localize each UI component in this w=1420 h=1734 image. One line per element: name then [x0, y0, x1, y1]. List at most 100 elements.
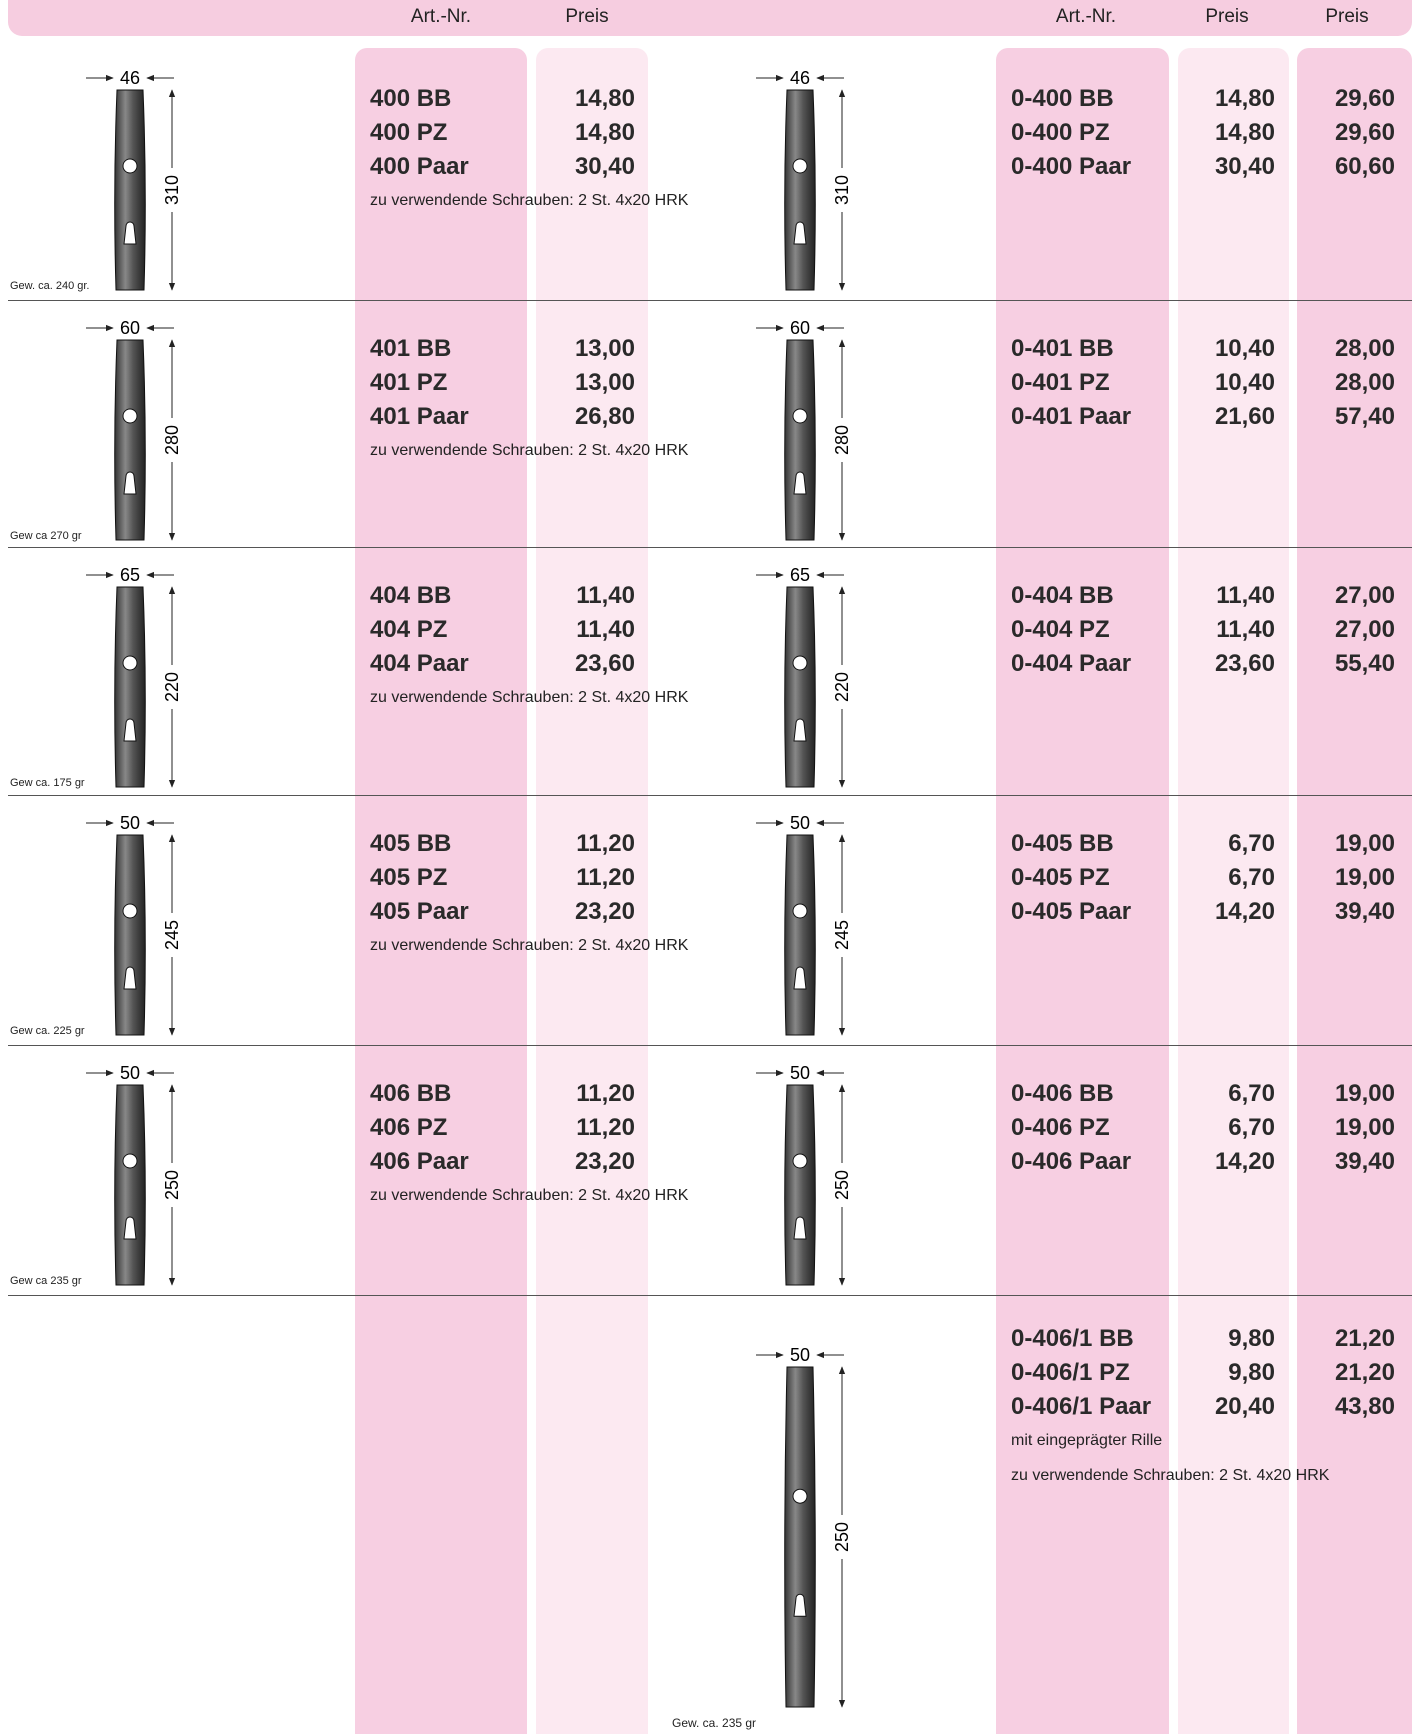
plate-keyhole: [793, 718, 807, 742]
row-separator: [8, 1295, 1412, 1296]
dim-label: 250: [832, 1522, 852, 1552]
plate: [114, 1084, 146, 1286]
article-number: 401 BB: [370, 335, 452, 362]
dim-label: 280: [832, 425, 852, 455]
plate-hole: [122, 655, 138, 671]
article-number: 406 PZ: [370, 1114, 448, 1141]
price: 30,40: [1214, 153, 1275, 180]
dim-gap: [838, 1515, 846, 1559]
plate-hole: [792, 158, 808, 174]
price: 14,80: [574, 85, 635, 112]
price: 21,20: [1334, 1325, 1395, 1352]
article-number: 404 BB: [370, 582, 452, 609]
dim-label: 65: [790, 565, 810, 585]
price: 23,60: [1214, 650, 1275, 677]
price: 21,20: [1334, 1359, 1395, 1386]
price: 23,20: [574, 898, 635, 925]
plate: [114, 834, 146, 1036]
plate-hole: [122, 158, 138, 174]
dim-label: 250: [162, 1170, 182, 1200]
article-number: 0-405 PZ: [1011, 864, 1110, 891]
weight-label: Gew ca. 225 gr: [10, 1025, 85, 1037]
price: 57,40: [1334, 403, 1395, 430]
dim-label: 50: [790, 1063, 810, 1083]
price: 11,40: [1216, 582, 1275, 609]
dim-label: 280: [162, 425, 182, 455]
article-number: 0-400 Paar: [1011, 153, 1132, 180]
note: zu verwendende Schrauben: 2 St. 4x20 HRK: [370, 192, 689, 209]
price: 11,20: [576, 864, 635, 891]
dim-label: 50: [790, 1345, 810, 1365]
band: [536, 48, 648, 1734]
plate: [114, 89, 146, 291]
article-number: 0-406/1 Paar: [1011, 1393, 1152, 1420]
article-number: 0-406/1 BB: [1011, 1325, 1134, 1352]
plate-keyhole: [793, 221, 807, 245]
dim-gap: [168, 1163, 176, 1207]
article-number: 0-401 BB: [1011, 335, 1114, 362]
weight-label: Gew. ca. 235 gr: [672, 1716, 757, 1730]
dim-label: 245: [832, 920, 852, 950]
plate-keyhole: [793, 471, 807, 495]
article-number: 0-401 Paar: [1011, 403, 1132, 430]
plate-keyhole: [123, 1216, 137, 1240]
note: zu verwendende Schrauben: 2 St. 4x20 HRK: [370, 689, 689, 706]
article-number: 0-406 BB: [1011, 1080, 1114, 1107]
price: 55,40: [1334, 650, 1395, 677]
price: 6,70: [1228, 1080, 1275, 1107]
price: 29,60: [1334, 119, 1395, 146]
price: 6,70: [1228, 864, 1275, 891]
price: 11,20: [576, 830, 635, 857]
price: 39,40: [1334, 898, 1395, 925]
article-number: 0-400 BB: [1011, 85, 1114, 112]
price: 26,80: [574, 403, 635, 430]
plate-keyhole: [123, 718, 137, 742]
price: 9,80: [1228, 1325, 1275, 1352]
row-separator: [8, 1045, 1412, 1046]
price: 21,60: [1214, 403, 1275, 430]
dim-label: 46: [790, 68, 810, 88]
article-number: 404 Paar: [370, 650, 469, 677]
header-label: Art.-Nr.: [410, 6, 472, 27]
dim-gap: [168, 418, 176, 462]
dim-label: 250: [832, 1170, 852, 1200]
plate-keyhole: [123, 966, 137, 990]
price: 27,00: [1334, 582, 1395, 609]
dim-gap: [838, 913, 846, 957]
plate-keyhole: [793, 1216, 807, 1240]
dim-label: 65: [120, 565, 140, 585]
dim-label: 50: [120, 1063, 140, 1083]
plate: [784, 1366, 816, 1708]
plate: [784, 89, 816, 291]
weight-label: Gew. ca. 240 gr.: [10, 280, 90, 292]
price: 9,80: [1228, 1359, 1275, 1386]
price: 20,40: [1214, 1393, 1275, 1420]
dim-label: 50: [790, 813, 810, 833]
article-number: 406 Paar: [370, 1148, 469, 1175]
dim-label: 220: [162, 672, 182, 702]
article-number: 0-404 Paar: [1011, 650, 1132, 677]
price: 10,40: [1214, 335, 1275, 362]
plate: [784, 586, 816, 788]
price: 39,40: [1334, 1148, 1395, 1175]
price: 19,00: [1334, 1080, 1395, 1107]
band: [1297, 48, 1412, 1734]
plate: [784, 1084, 816, 1286]
dim-gap: [168, 665, 176, 709]
dim-label: 60: [790, 318, 810, 338]
price: 27,00: [1334, 616, 1395, 643]
price: 11,40: [1216, 616, 1275, 643]
plate-hole: [792, 408, 808, 424]
dim-gap: [838, 1163, 846, 1207]
price: 11,40: [576, 582, 635, 609]
header-label: Preis: [1325, 6, 1369, 27]
price: 14,80: [1214, 119, 1275, 146]
article-number: 0-404 PZ: [1011, 616, 1110, 643]
price: 14,80: [1214, 85, 1275, 112]
note: zu verwendende Schrauben: 2 St. 4x20 HRK: [370, 937, 689, 954]
price: 28,00: [1334, 335, 1395, 362]
article-number: 0-405 Paar: [1011, 898, 1132, 925]
plate-hole: [792, 1153, 808, 1169]
price: 29,60: [1334, 85, 1395, 112]
